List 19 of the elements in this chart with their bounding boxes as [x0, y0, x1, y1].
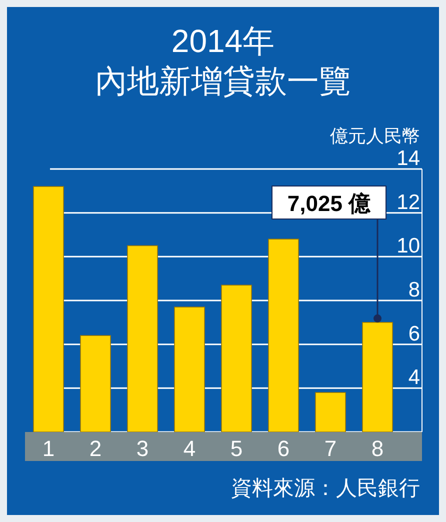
x-tick-label: 6	[277, 436, 290, 461]
chart-subtitle: 內地新增貸款一覽	[95, 63, 351, 99]
chart-title: 2014年	[171, 23, 275, 59]
x-tick-label: 8	[371, 436, 384, 461]
annotation: 7,025 億	[287, 191, 372, 216]
x-tick-label: 2	[89, 436, 102, 461]
x-tick-label: 7	[324, 436, 337, 461]
x-tick-label: 5	[230, 436, 243, 461]
x-tick-label: 3	[136, 436, 149, 461]
y-tick-label: 6	[408, 322, 420, 346]
y-tick-label: 8	[408, 278, 420, 302]
y-tick-label: 4	[408, 366, 420, 390]
source-note: 資料來源：人民銀行	[231, 476, 420, 500]
y-axis-title: 億元人民幣	[330, 126, 420, 146]
y-tick-label: 14	[396, 147, 420, 170]
y-tick-label: 12	[396, 190, 420, 214]
x-tick-label: 4	[183, 436, 196, 461]
x-tick-label: 1	[42, 436, 55, 461]
y-tick-label: 10	[396, 234, 420, 258]
